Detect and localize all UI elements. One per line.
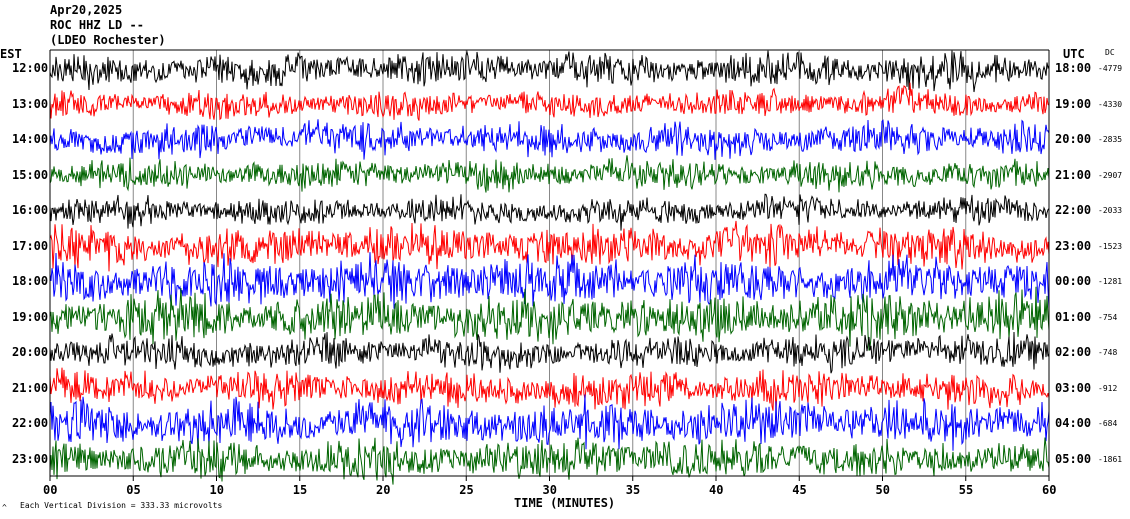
utc-label-2300: 23:00 <box>1055 238 1092 253</box>
utc-label-2000: 20:00 <box>1055 132 1092 146</box>
x-tick-label-10: 10 <box>209 483 224 497</box>
est-label-1200: 12:00 <box>12 61 49 75</box>
utc-label-0400: 04:00 <box>1055 416 1092 430</box>
header-date: Apr20,2025 <box>50 3 123 17</box>
x-axis-ticks <box>49 476 1050 481</box>
seismic-traces <box>49 50 1050 485</box>
trace-row-2200 <box>49 394 1050 451</box>
est-label-1700: 17:00 <box>12 238 49 253</box>
utc-label-0200: 02:00 <box>1055 345 1092 359</box>
trace-row-1200 <box>49 50 1050 93</box>
dc-value-1: -4330 <box>1098 99 1123 109</box>
dc-value-6: -1281 <box>1098 277 1123 286</box>
est-label-1300: 13:00 <box>12 96 49 111</box>
utc-label-0000: 00:00 <box>1055 274 1092 288</box>
trace-row-1700 <box>49 220 1050 272</box>
dc-value-5: -1523 <box>1098 241 1123 251</box>
dc-value-10: -684 <box>1098 419 1118 428</box>
x-tick-label-00: 00 <box>43 483 58 497</box>
dc-value-3: -2907 <box>1098 170 1123 180</box>
header-network: (LDEO Rochester) <box>50 33 166 47</box>
utc-label-0100: 01:00 <box>1055 309 1092 324</box>
dc-value-11: -1861 <box>1098 454 1123 464</box>
est-label-2200: 22:00 <box>12 416 49 430</box>
trace-row-1600 <box>49 193 1050 231</box>
x-tick-label-40: 40 <box>709 483 724 497</box>
trace-row-1300 <box>49 82 1050 121</box>
left-axis-label: EST <box>0 47 22 61</box>
x-axis-title: TIME (MINUTES) <box>514 496 616 510</box>
x-tick-label-55: 55 <box>958 483 974 497</box>
dc-value-0: -4779 <box>1098 64 1123 73</box>
utc-label-0300: 03:00 <box>1055 380 1092 395</box>
est-label-2300: 23:00 <box>12 451 49 466</box>
dc-value-4: -2033 <box>1098 206 1123 215</box>
trace-row-1800 <box>49 252 1050 309</box>
x-tick-label-60: 60 <box>1042 483 1057 497</box>
x-tick-label-25: 25 <box>459 483 474 497</box>
utc-label-2100: 21:00 <box>1055 167 1092 182</box>
est-label-1500: 15:00 <box>12 167 49 182</box>
x-tick-label-20: 20 <box>376 483 391 497</box>
header-station: ROC HHZ LD -- <box>50 18 144 32</box>
trace-row-1900 <box>49 286 1050 351</box>
utc-label-2200: 22:00 <box>1055 203 1092 217</box>
est-label-1600: 16:00 <box>12 203 49 217</box>
trace-row-2300 <box>49 437 1050 485</box>
est-label-2000: 20:00 <box>12 345 49 359</box>
trace-row-1500 <box>49 155 1050 193</box>
footer-mark: ^ <box>2 503 7 512</box>
utc-label-0500: 05:00 <box>1055 451 1092 466</box>
x-tick-label-35: 35 <box>625 483 641 497</box>
dc-value-9: -912 <box>1098 383 1118 393</box>
est-label-1900: 19:00 <box>12 309 49 324</box>
x-tick-label-05: 05 <box>126 483 141 497</box>
dc-value-2: -2835 <box>1098 135 1123 144</box>
right-axis-label: UTC <box>1063 47 1085 61</box>
trace-row-1400 <box>49 119 1050 160</box>
dc-value-8: -748 <box>1098 348 1118 357</box>
footer-note: Each Vertical Division = 333.33 microvol… <box>20 501 223 510</box>
x-tick-label-50: 50 <box>875 483 890 497</box>
est-label-1400: 14:00 <box>12 132 49 146</box>
trace-row-2100 <box>49 367 1050 411</box>
utc-label-1900: 19:00 <box>1055 96 1092 111</box>
est-label-1800: 18:00 <box>12 274 49 288</box>
trace-row-2000 <box>49 331 1050 374</box>
minute-gridlines <box>132 50 967 476</box>
dc-label: DC <box>1105 48 1115 57</box>
x-tick-label-45: 45 <box>792 483 807 497</box>
utc-label-1800: 18:00 <box>1055 61 1092 75</box>
dc-value-7: -754 <box>1098 312 1118 322</box>
est-label-2100: 21:00 <box>12 380 49 395</box>
x-tick-label-15: 15 <box>292 483 308 497</box>
x-tick-label-30: 30 <box>542 483 557 497</box>
